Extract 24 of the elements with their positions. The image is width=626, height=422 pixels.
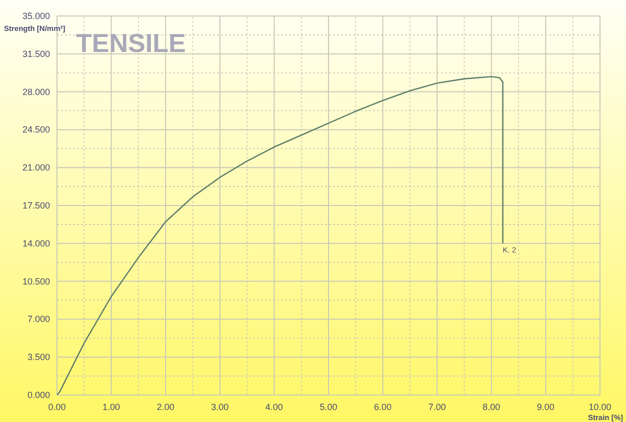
line-series — [56, 76, 504, 396]
y-tick-label: 0.000 — [27, 390, 50, 400]
y-tick-label: 31.500 — [22, 48, 50, 59]
x-tick-label: 2.00 — [156, 402, 174, 412]
text: TENSILE — [76, 28, 186, 58]
x-tick-label: 10.00 — [588, 402, 612, 412]
x-tick-label: 0.00 — [48, 402, 66, 412]
y-tick-label: 7.000 — [27, 314, 50, 324]
x-tick-label: 5.00 — [320, 402, 338, 412]
x-tick-label: 9.00 — [536, 402, 554, 412]
x-tick-label: 7.00 — [428, 402, 446, 412]
y-tick-label: 10.500 — [22, 276, 50, 286]
y-tick-label: 3.500 — [27, 352, 50, 362]
y-tick-label: 17.500 — [22, 200, 50, 210]
x-tick-label: 4.00 — [265, 402, 283, 412]
x-tick-label: 1.00 — [102, 402, 120, 412]
y-tick-label: 35.000 — [22, 11, 50, 21]
y-tick-label: 28.000 — [22, 86, 50, 97]
y-tick-label: 24.500 — [22, 124, 50, 135]
x-tick-label: 6.00 — [374, 402, 392, 412]
x-tick-label: 3.00 — [211, 402, 229, 412]
y-tick-label: 14.000 — [22, 238, 50, 248]
x-tick-label: 8.00 — [482, 402, 500, 412]
y-tick-label: 21.000 — [22, 162, 50, 173]
